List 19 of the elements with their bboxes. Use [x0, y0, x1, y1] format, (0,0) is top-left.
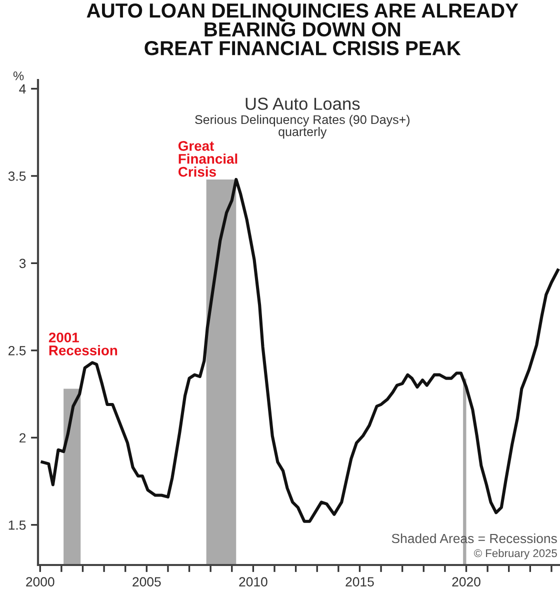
chart-title: AUTO LOAN DELINQUINCIES ARE ALREADY BEARING DOWN ON GREAT FINANCIAL CRISIS PEAK: [86, 3, 518, 56]
annotation: © February 2025: [474, 548, 557, 560]
annotation: 2001 Recession: [48, 332, 118, 356]
text: US Auto Loans Serious Delinquency Rates (90 Days+) quarterly: [195, 98, 410, 139]
y-tick-label: 3.5: [8, 172, 26, 181]
y-axis-title: %: [13, 72, 24, 80]
x-tick-label: 2000: [26, 577, 54, 586]
annotation: Great Financial Crisis: [178, 140, 238, 177]
line-series: [40, 178, 560, 523]
y-tick-label: 4: [19, 84, 26, 94]
y-tick-label: 3: [19, 258, 26, 268]
x-tick-label: 2015: [346, 577, 374, 586]
y-tick-label: 2.5: [8, 346, 26, 356]
y-tick-label: 2: [20, 433, 26, 442]
y-tick-label: 1.5: [8, 520, 26, 530]
x-tick-label: 2010: [239, 577, 268, 586]
x-tick-label: 2005: [132, 577, 161, 586]
annotation: Shaded Areas = Recessions: [392, 533, 557, 544]
x-tick-label: 2020: [452, 577, 480, 586]
